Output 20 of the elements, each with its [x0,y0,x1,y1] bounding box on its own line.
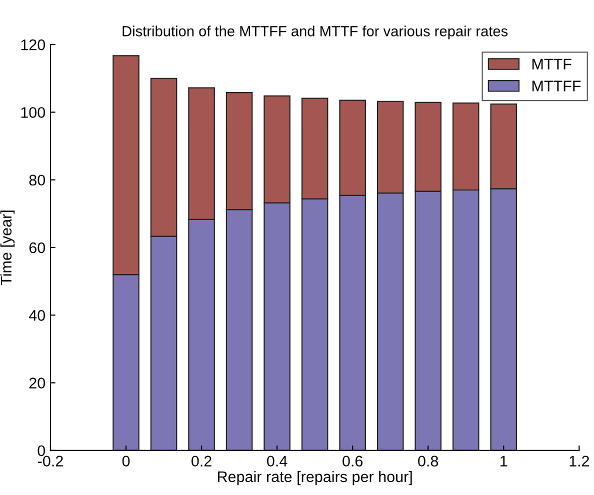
x-tick-label: 0.4 [267,456,288,467]
y-tick-label: 80 [29,174,46,186]
chart-title: Distribution of the MTTFF and MTTF for various repair rates [122,26,508,40]
x-tick-label: -0.2 [38,456,63,467]
y-tick-label: 0 [38,445,46,456]
x-tick-label: 1 [500,456,508,466]
x-axis-title: Repair rate [repairs per hour] [218,470,412,486]
y-tick-label: 100 [21,107,46,118]
x-tick-label: 0.2 [192,456,212,467]
x-tick-label: 1.2 [570,456,590,466]
x-tick-label: 0.6 [342,456,363,467]
y-tick-label: 60 [29,242,46,254]
x-tick-label: 0 [122,456,130,467]
x-tick-label: 0.8 [418,456,438,467]
y-tick-label: 40 [28,310,46,321]
y-axis-title: Time [year] [0,210,15,286]
y-tick-label: 120 [21,39,46,50]
y-tick-label: 20 [29,378,46,388]
legend-label: MTTF [532,58,572,70]
legend-label: MTTFF [532,80,581,92]
